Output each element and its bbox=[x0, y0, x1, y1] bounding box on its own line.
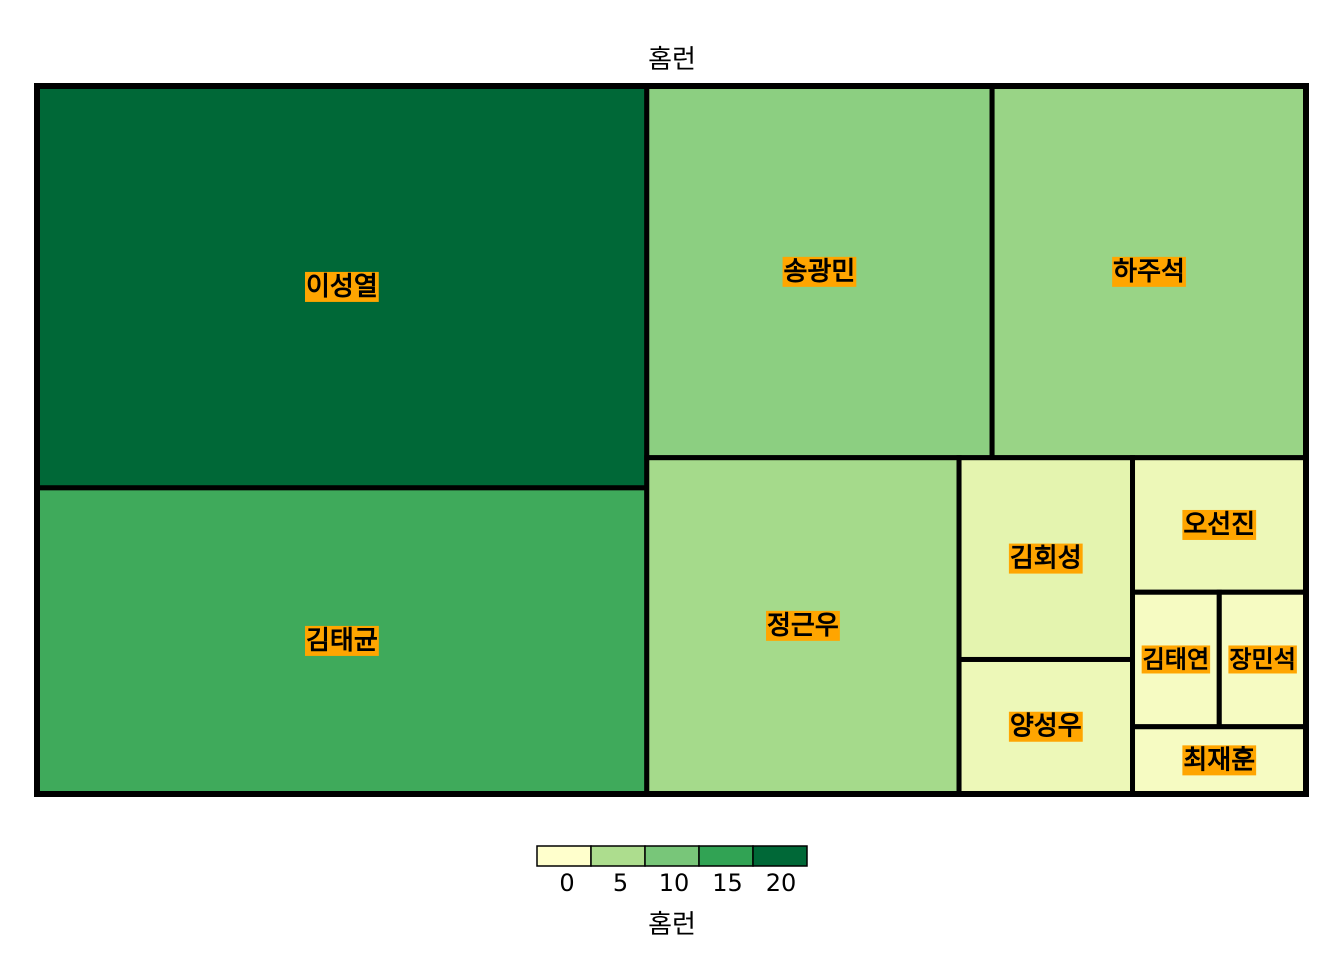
treemap-cell-label: 오선진 bbox=[1183, 510, 1255, 540]
treemap-border bbox=[34, 83, 1309, 797]
treemap-cell-label: 김태연 bbox=[1143, 645, 1209, 673]
treemap-cell-label: 김회성 bbox=[1010, 544, 1082, 574]
legend-swatch bbox=[590, 845, 646, 867]
treemap-label-background bbox=[305, 625, 379, 656]
treemap-cell-label: 하주석 bbox=[1113, 257, 1185, 287]
legend-swatch bbox=[644, 845, 700, 867]
treemap-label-background bbox=[1008, 711, 1083, 742]
treemap-cell-label: 양성우 bbox=[1010, 712, 1082, 742]
chart-title: 홈런 bbox=[648, 45, 696, 75]
legend-tick-label: 15 bbox=[712, 869, 743, 897]
treemap-cell-label: 장민석 bbox=[1229, 645, 1295, 673]
legend-tick-labels: 0 5 10 15 20 bbox=[559, 869, 796, 897]
treemap-cell bbox=[1130, 455, 1309, 595]
treemap-cell-label: 정근우 bbox=[767, 611, 839, 641]
treemap-cell-label: 송광민 bbox=[784, 257, 856, 287]
treemap-cell-label: 이성열 bbox=[306, 272, 378, 302]
treemap-label-background bbox=[1112, 256, 1186, 287]
treemap-label-background bbox=[1182, 745, 1257, 776]
legend-tick-label: 5 bbox=[613, 869, 628, 897]
treemap-label-background bbox=[766, 610, 840, 641]
legend-title: 홈런 bbox=[648, 910, 696, 940]
treemap-label-background bbox=[1228, 645, 1297, 674]
legend-swatch bbox=[698, 845, 754, 867]
treemap-label-background bbox=[782, 256, 857, 287]
legend-swatch bbox=[752, 845, 808, 867]
color-legend: 0 5 10 15 20 홈런 bbox=[536, 845, 808, 940]
treemap-label-background bbox=[1141, 645, 1211, 674]
legend-tick-label: 0 bbox=[559, 869, 574, 897]
treemap-label-background bbox=[1008, 543, 1083, 574]
treemap-label-background bbox=[305, 271, 379, 302]
treemap-label-background bbox=[1182, 509, 1257, 540]
treemap-cell-label: 최재훈 bbox=[1183, 745, 1255, 775]
legend-swatch bbox=[536, 845, 592, 867]
legend-color-bar bbox=[536, 845, 808, 867]
treemap-cells bbox=[34, 83, 1309, 797]
legend-tick-label: 20 bbox=[766, 869, 797, 897]
treemap-cell-label: 김태균 bbox=[306, 626, 378, 656]
legend-tick-label: 10 bbox=[659, 869, 690, 897]
